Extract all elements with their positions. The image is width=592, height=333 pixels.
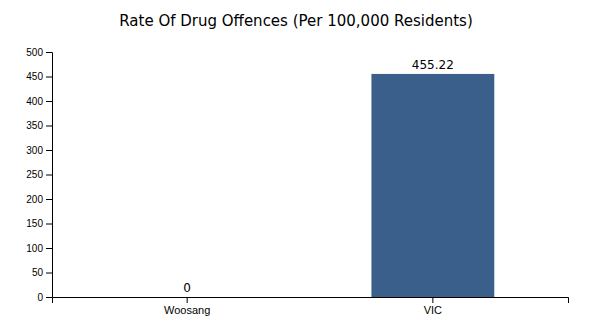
tick-label: 500 [26, 47, 43, 58]
tick-label: 0 [37, 292, 43, 303]
tick: Woosang [164, 297, 210, 316]
data-label: 0 [183, 281, 191, 295]
tick-mark [46, 297, 52, 298]
bar [126, 297, 249, 298]
tick: 400 [26, 96, 52, 107]
bar [371, 74, 494, 297]
tick-label: 300 [26, 145, 43, 156]
data-labels: 0 455.22 [183, 58, 454, 295]
tick-label: Woosang [164, 304, 210, 316]
tick-mark [46, 77, 52, 78]
tick-mark [46, 52, 52, 53]
plot-area: 0 50 100 150 200 250 300 350 400 450 500 Woosang VIC… [26, 47, 568, 316]
axis-line [46, 53, 53, 298]
axis-line [53, 298, 569, 304]
tick-label: 350 [26, 120, 43, 131]
tick-mark [46, 126, 52, 127]
tick-label: 250 [26, 169, 43, 180]
tick-label: 50 [32, 267, 44, 278]
tick-label: 150 [26, 218, 43, 229]
chart-container: 0 50 100 150 200 250 300 350 400 450 500 Woosang VIC… [0, 0, 592, 333]
tick: 350 [26, 120, 52, 131]
data-label: 455.22 [412, 58, 454, 72]
tick-mark [46, 248, 52, 249]
tick-label: 200 [26, 194, 43, 205]
x-axis: Woosang VIC [53, 297, 569, 316]
tick: 100 [26, 243, 52, 254]
tick: 200 [26, 194, 52, 205]
tick-label: VIC [424, 304, 442, 316]
tick-label: 100 [26, 243, 43, 254]
tick: VIC [424, 297, 442, 316]
tick-label: 450 [26, 71, 43, 82]
chart-title: Rate Of Drug Offences (Per 100,000 Resid… [119, 12, 473, 30]
tick-mark [46, 273, 52, 274]
tick: 150 [26, 218, 52, 229]
tick-mark [46, 175, 52, 176]
tick: 0 [37, 292, 52, 303]
chart-svg: 0 50 100 150 200 250 300 350 400 450 500 Woosang VIC… [0, 0, 592, 333]
tick-mark [46, 101, 52, 102]
tick: 500 [26, 47, 52, 58]
tick-label: 400 [26, 96, 43, 107]
y-axis: 0 50 100 150 200 250 300 350 400 450 500 [26, 47, 52, 303]
tick: 50 [32, 267, 52, 278]
bars [371, 74, 494, 297]
tick: 450 [26, 71, 52, 82]
tick-mark [46, 150, 52, 151]
tick-mark [432, 297, 433, 303]
tick-mark [46, 224, 52, 225]
tick-mark [46, 199, 52, 200]
tick: 250 [26, 169, 52, 180]
tick: 300 [26, 145, 52, 156]
tick-mark [187, 297, 188, 303]
